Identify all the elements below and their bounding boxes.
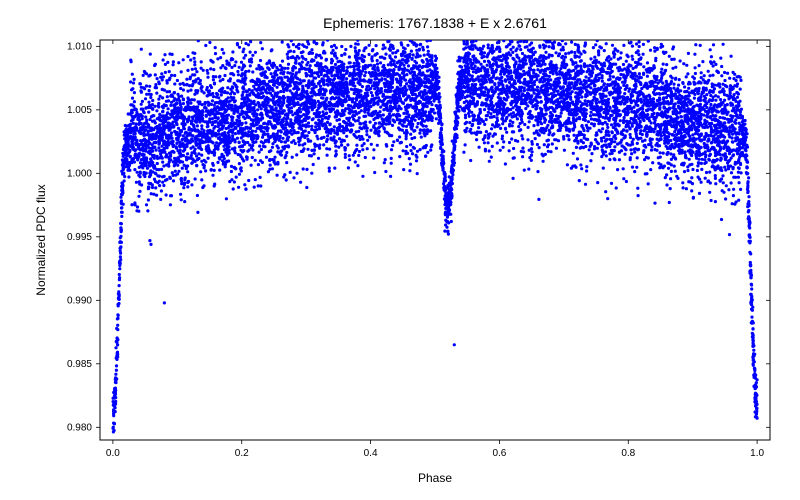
y-axis-label: Normalized PDC flux — [34, 184, 48, 295]
x-tick-label: 0.2 — [235, 448, 249, 459]
y-tick-label: 1.005 — [67, 105, 92, 116]
x-tick-label: 1.0 — [750, 448, 764, 459]
y-tick-label: 1.010 — [67, 41, 92, 52]
y-tick-label: 0.985 — [67, 359, 92, 370]
x-tick-label: 0.8 — [621, 448, 635, 459]
x-tick-label: 0.4 — [364, 448, 378, 459]
scatter-plot: 0.0 0.2 0.4 0.6 0.8 1.0 0.980 0.985 0.990 0.995 1.… — [0, 0, 800, 500]
x-axis-label: Phase — [418, 471, 452, 485]
y-tick-label: 0.980 — [67, 422, 92, 433]
x-tick-label: 0.0 — [106, 448, 120, 459]
chart-title: Ephemeris: 1767.1838 + E x 2.6761 — [323, 15, 547, 31]
chart-container: { "chart": { "type": "scatter", "width":… — [0, 0, 800, 500]
y-tick-label: 1.000 — [67, 168, 92, 179]
y-tick-label: 0.995 — [67, 232, 92, 243]
x-tick-label: 0.6 — [492, 448, 506, 459]
y-tick-label: 0.990 — [67, 295, 92, 306]
